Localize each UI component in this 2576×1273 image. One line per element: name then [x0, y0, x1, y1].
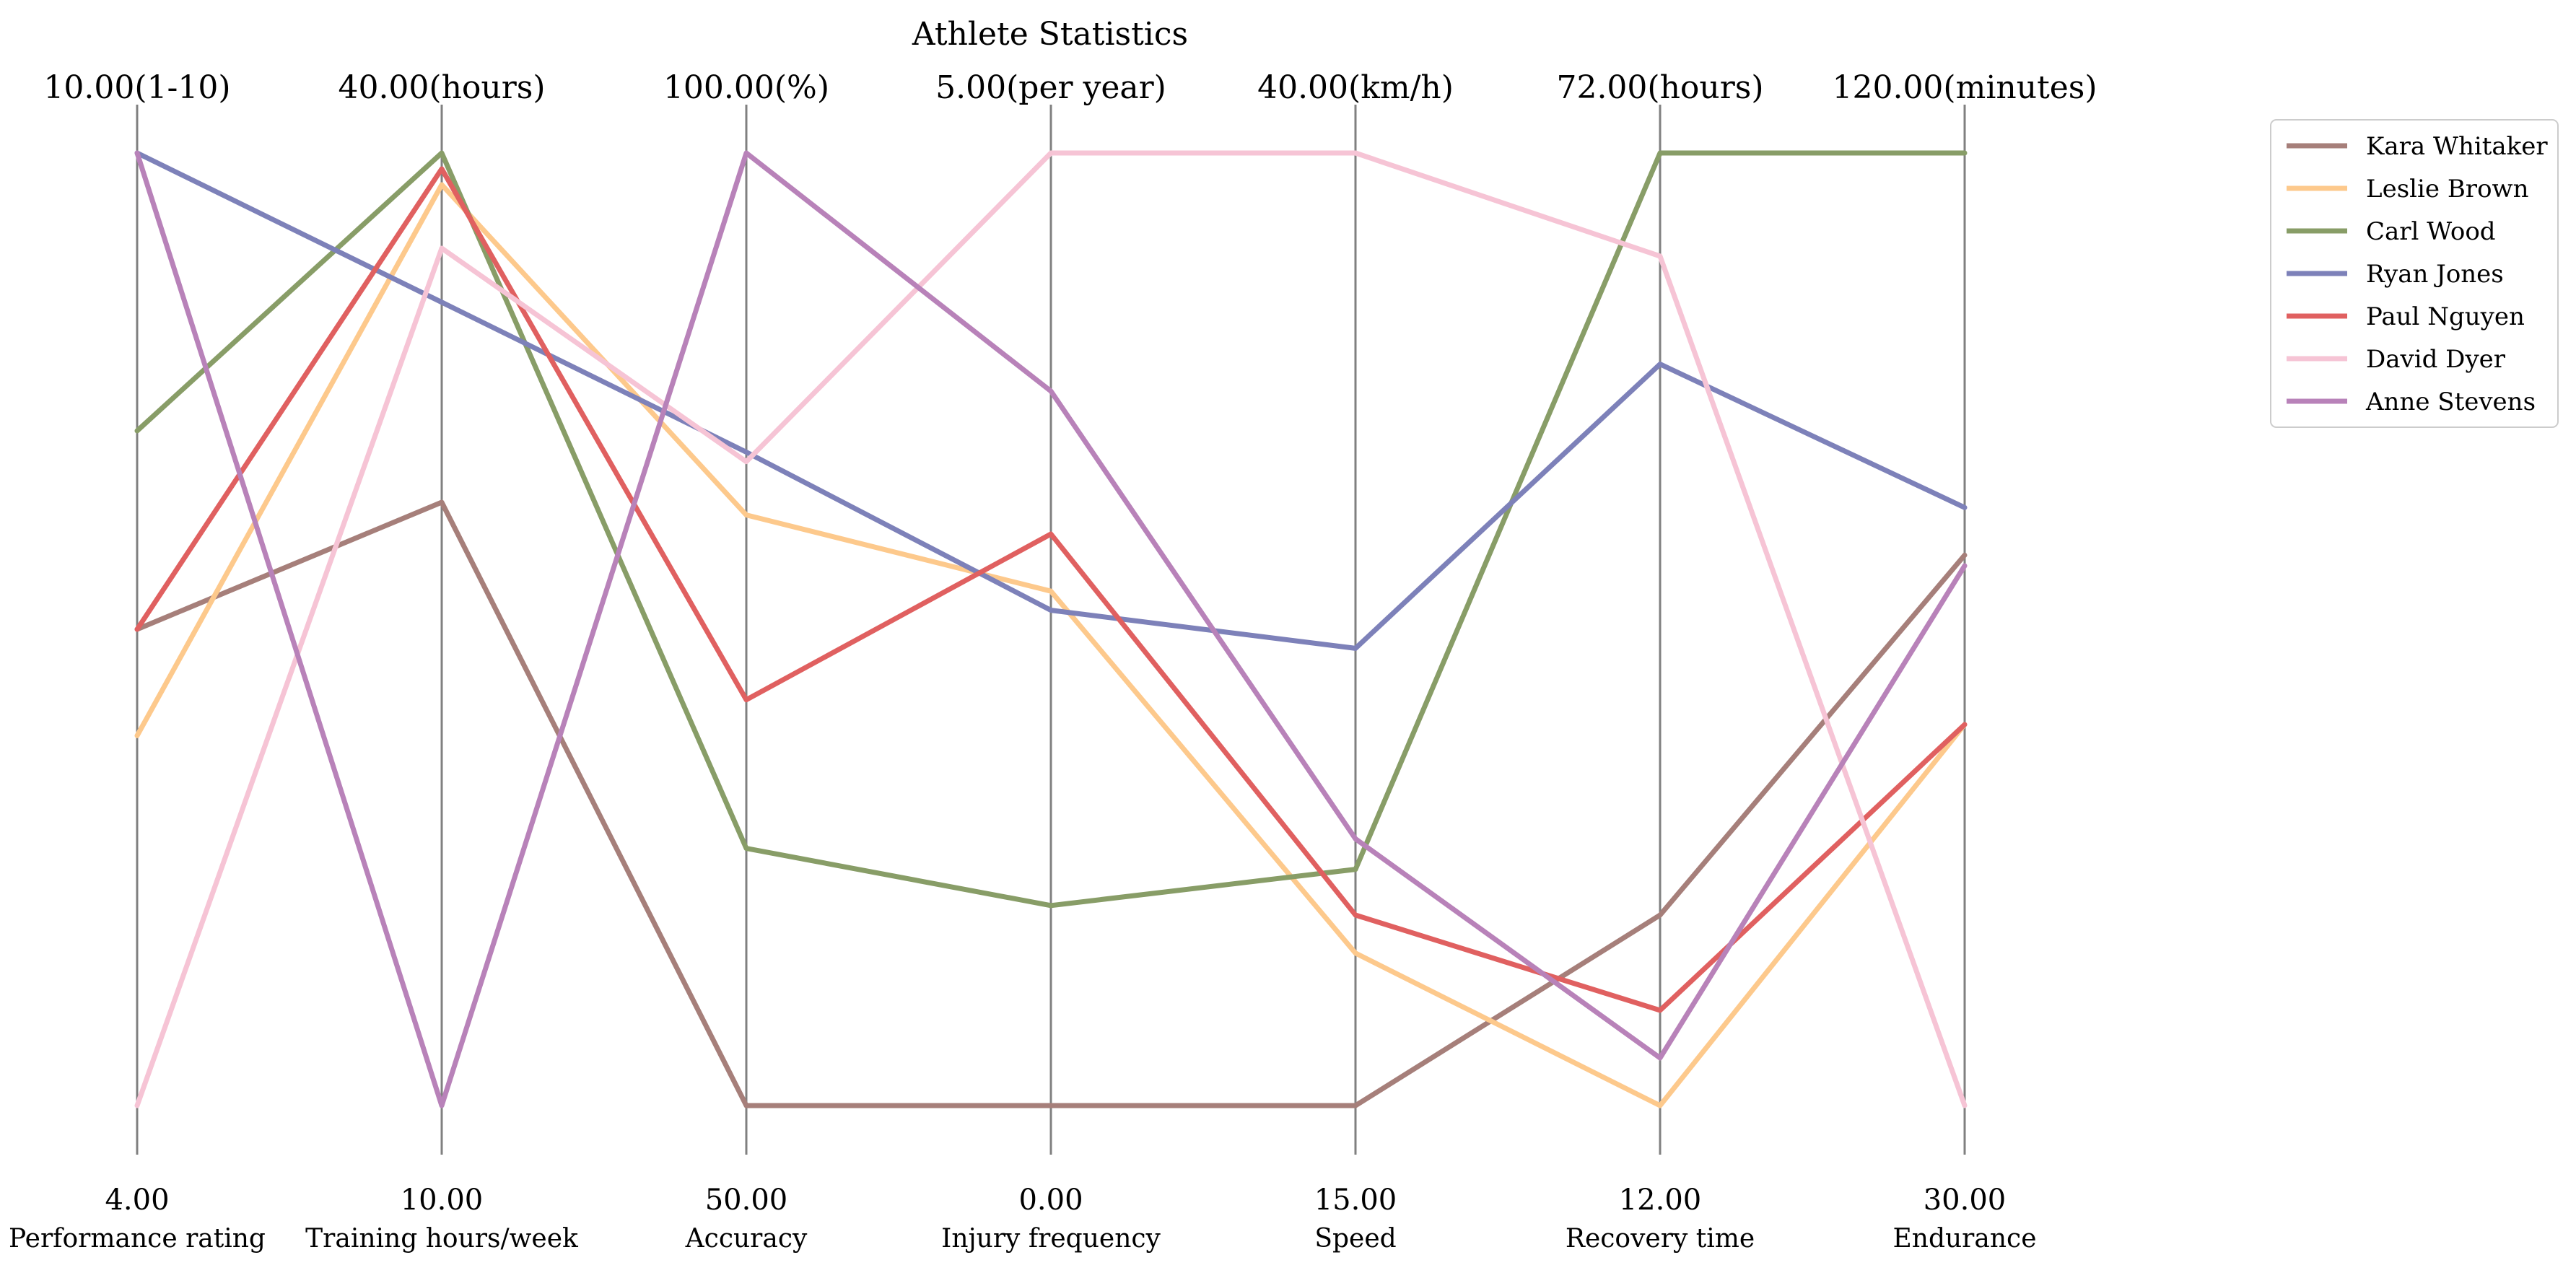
legend-label: Paul Nguyen — [2366, 302, 2525, 331]
legend-label: Leslie Brown — [2366, 175, 2529, 204]
axis-max-label: 5.00(per year) — [935, 69, 1166, 106]
series-line-carl-wood — [134, 150, 1968, 909]
series-line-david-dyer — [134, 150, 1968, 1108]
series-lines-layer — [134, 150, 1968, 1108]
series-line-leslie-brown — [134, 182, 1968, 1108]
legend-label: Carl Wood — [2366, 217, 2496, 246]
axis-name-label: Speed — [1314, 1224, 1396, 1254]
legend-label: Kara Whitaker — [2366, 132, 2548, 161]
axes-layer: 10.00(1-10) 4.00 Performance rating 40.00(h… — [9, 69, 2097, 1254]
axis-min-label: 12.00 — [1619, 1184, 1702, 1217]
axis-name-label: Endurance — [1892, 1224, 2036, 1254]
axis-max-label: 10.00(1-10) — [43, 69, 230, 106]
chart-title: Athlete Statistics — [912, 16, 1188, 53]
series-line-anne-stevens — [134, 150, 1968, 1108]
legend-label: Ryan Jones — [2366, 260, 2504, 289]
axis-min-label: 10.00 — [401, 1184, 484, 1217]
axis-max-label: 40.00(km/h) — [1257, 69, 1454, 106]
axis-name-label: Performance rating — [9, 1224, 266, 1254]
axis-min-label: 0.00 — [1018, 1184, 1083, 1217]
axis-max-label: 120.00(minutes) — [1832, 69, 2097, 106]
axis-min-label: 30.00 — [1924, 1184, 2007, 1217]
legend-label: David Dyer — [2366, 345, 2506, 374]
axis-min-label: 50.00 — [705, 1184, 788, 1217]
axis-min-label: 4.00 — [105, 1184, 169, 1217]
axis-name-label: Training hours/week — [305, 1224, 579, 1254]
axis-name-label: Recovery time — [1566, 1224, 1755, 1254]
series-line-ryan-jones — [134, 150, 1968, 651]
axis-min-label: 15.00 — [1314, 1184, 1397, 1217]
axis-name-label: Accuracy — [685, 1224, 808, 1254]
series-line-kara-whitaker — [134, 499, 1968, 1108]
legend-frame — [2270, 119, 2559, 428]
legend-label: Anne Stevens — [2365, 388, 2536, 416]
series-line-paul-nguyen — [134, 166, 1968, 1013]
legend: Kara Whitaker Leslie Brown Carl Wood Ryan J… — [2270, 119, 2559, 428]
axis-max-label: 72.00(hours) — [1556, 69, 1763, 106]
axis-name-label: Injury frequency — [941, 1224, 1161, 1254]
axis-max-label: 40.00(hours) — [338, 69, 545, 106]
axis-max-label: 100.00(%) — [663, 69, 829, 106]
